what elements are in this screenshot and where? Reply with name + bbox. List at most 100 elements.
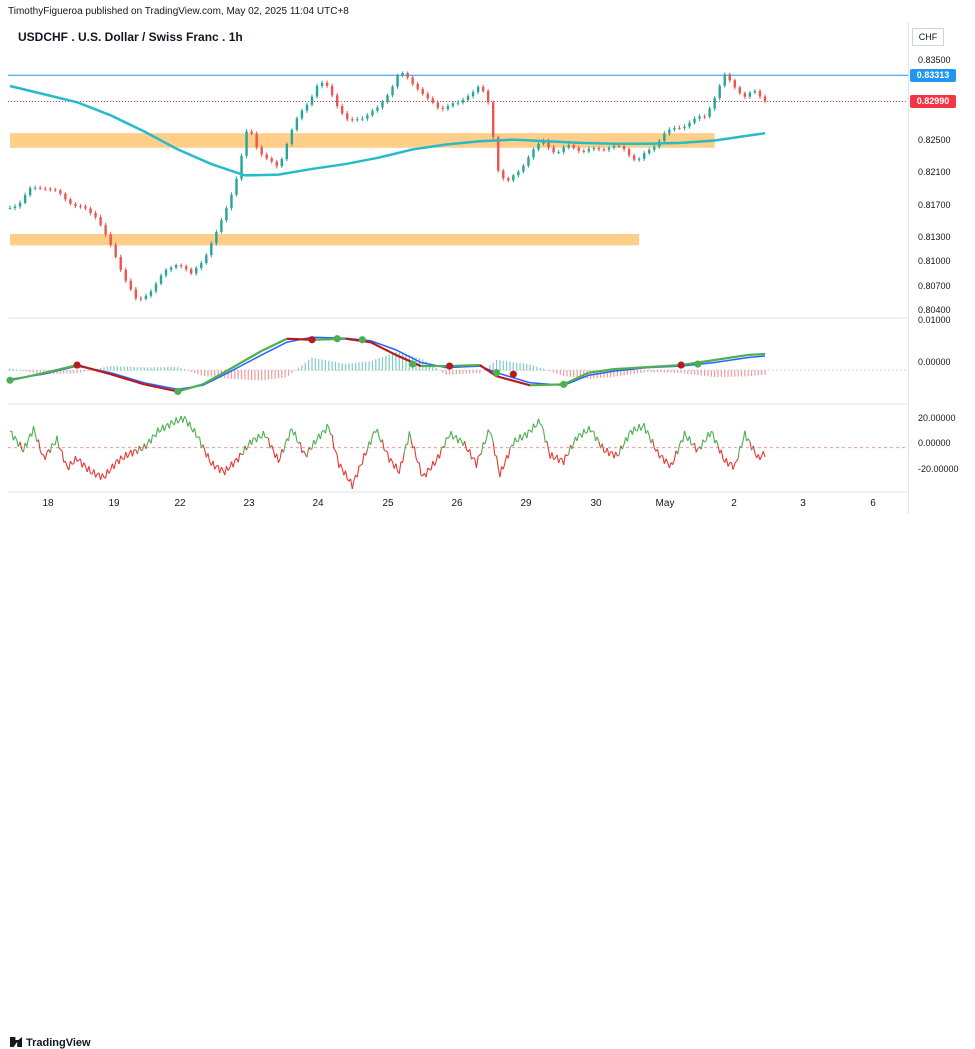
footer-bar: TradingView bbox=[0, 515, 975, 542]
oscillator-line bbox=[535, 426, 537, 428]
macd-histogram-bar bbox=[717, 370, 718, 377]
macd-histogram-bar bbox=[268, 370, 269, 379]
macd-histogram-bar bbox=[271, 370, 272, 379]
oscillator-line bbox=[560, 458, 562, 459]
oscillator-line bbox=[27, 439, 29, 447]
macd-histogram-bar bbox=[446, 370, 447, 375]
macd-histogram-bar bbox=[623, 370, 624, 375]
candle-body bbox=[532, 149, 534, 157]
oscillator-line bbox=[393, 462, 395, 469]
oscillator-line bbox=[20, 442, 22, 450]
macd-histogram-bar bbox=[130, 367, 131, 371]
oscillator-line bbox=[362, 453, 364, 464]
candle-body bbox=[366, 115, 368, 118]
oscillator-line bbox=[539, 419, 541, 425]
macd-histogram-bar bbox=[442, 370, 443, 373]
oscillator-line bbox=[486, 430, 488, 439]
oscillator-line bbox=[552, 452, 554, 459]
macd-histogram-bar bbox=[493, 362, 494, 370]
oscillator-line bbox=[372, 431, 374, 435]
macd-histogram-bar bbox=[647, 370, 648, 372]
macd-signal-line bbox=[178, 384, 203, 391]
oscillator-line bbox=[75, 456, 77, 462]
candle-body bbox=[160, 275, 162, 283]
oscillator-line bbox=[334, 448, 336, 451]
macd-histogram-bar bbox=[211, 370, 212, 377]
macd-histogram-bar bbox=[305, 363, 306, 371]
candle-body bbox=[109, 234, 111, 245]
oscillator-line bbox=[542, 426, 544, 431]
candle-body bbox=[683, 127, 685, 128]
chart-canvas[interactable] bbox=[0, 0, 975, 542]
candle-body bbox=[487, 91, 489, 102]
macd-histogram-bar bbox=[657, 370, 658, 372]
macd-histogram-bar bbox=[731, 370, 732, 377]
oscillator-line bbox=[320, 431, 322, 439]
macd-histogram-bar bbox=[469, 370, 470, 373]
candle-body bbox=[19, 203, 21, 207]
oscillator-line bbox=[72, 464, 74, 465]
candle-body bbox=[386, 95, 388, 102]
oscillator-line bbox=[127, 454, 129, 458]
oscillator-line bbox=[544, 430, 546, 442]
candle-body bbox=[603, 149, 605, 150]
oscillator-line bbox=[434, 462, 436, 466]
oscillator-line bbox=[391, 458, 393, 462]
macd-histogram-bar bbox=[365, 362, 366, 371]
candle-body bbox=[170, 268, 172, 270]
oscillator-line bbox=[289, 430, 291, 441]
oscillator-line bbox=[490, 433, 492, 435]
oscillator-line bbox=[679, 440, 681, 445]
candle-body bbox=[130, 281, 132, 290]
oscillator-line bbox=[151, 435, 153, 444]
candle-body bbox=[79, 206, 81, 207]
macd-histogram-bar bbox=[741, 370, 742, 376]
candle-body bbox=[457, 103, 459, 104]
oscillator-line bbox=[359, 465, 361, 466]
candle-body bbox=[59, 190, 61, 193]
candle-body bbox=[734, 80, 736, 87]
macd-histogram-bar bbox=[667, 370, 668, 372]
oscillator-line bbox=[233, 460, 235, 467]
oscillator-line bbox=[513, 438, 515, 446]
macd-histogram-bar bbox=[328, 361, 329, 371]
oscillator-line bbox=[238, 453, 240, 462]
macd-histogram-bar bbox=[358, 362, 359, 370]
macd-histogram-bar bbox=[634, 370, 635, 374]
oscillator-line bbox=[96, 474, 98, 478]
oscillator-line bbox=[159, 431, 161, 433]
oscillator-line bbox=[403, 452, 405, 462]
macd-cross-marker bbox=[446, 362, 453, 369]
macd-histogram-bar bbox=[301, 365, 302, 370]
oscillator-line bbox=[564, 455, 566, 465]
oscillator-line bbox=[169, 420, 171, 428]
macd-histogram-bar bbox=[281, 370, 282, 378]
oscillator-line bbox=[195, 428, 197, 437]
candle-body bbox=[99, 217, 101, 225]
oscillator-line bbox=[203, 445, 205, 450]
candle-body bbox=[336, 95, 338, 106]
candle-body bbox=[623, 146, 625, 149]
oscillator-line bbox=[690, 436, 692, 445]
macd-histogram-bar bbox=[761, 370, 762, 375]
macd-histogram-bar bbox=[748, 370, 749, 376]
macd-histogram-bar bbox=[66, 370, 67, 373]
macd-signal-line bbox=[748, 354, 765, 355]
macd-histogram-bar bbox=[479, 370, 480, 373]
oscillator-line bbox=[300, 442, 302, 453]
candle-body bbox=[754, 91, 756, 93]
oscillator-line bbox=[366, 450, 368, 456]
macd-histogram-bar bbox=[385, 356, 386, 371]
oscillator-line bbox=[451, 431, 453, 439]
candle-body bbox=[311, 97, 313, 105]
oscillator-line bbox=[327, 424, 329, 427]
oscillator-line bbox=[178, 421, 180, 423]
macd-histogram-bar bbox=[191, 370, 192, 372]
oscillator-line bbox=[329, 427, 331, 434]
oscillator-line bbox=[312, 440, 314, 449]
candle-body bbox=[744, 93, 746, 96]
macd-histogram-bar bbox=[174, 367, 175, 371]
candle-body bbox=[210, 243, 212, 255]
oscillator-line bbox=[547, 441, 549, 450]
tradingview-logo[interactable]: TradingView bbox=[10, 1037, 91, 1049]
